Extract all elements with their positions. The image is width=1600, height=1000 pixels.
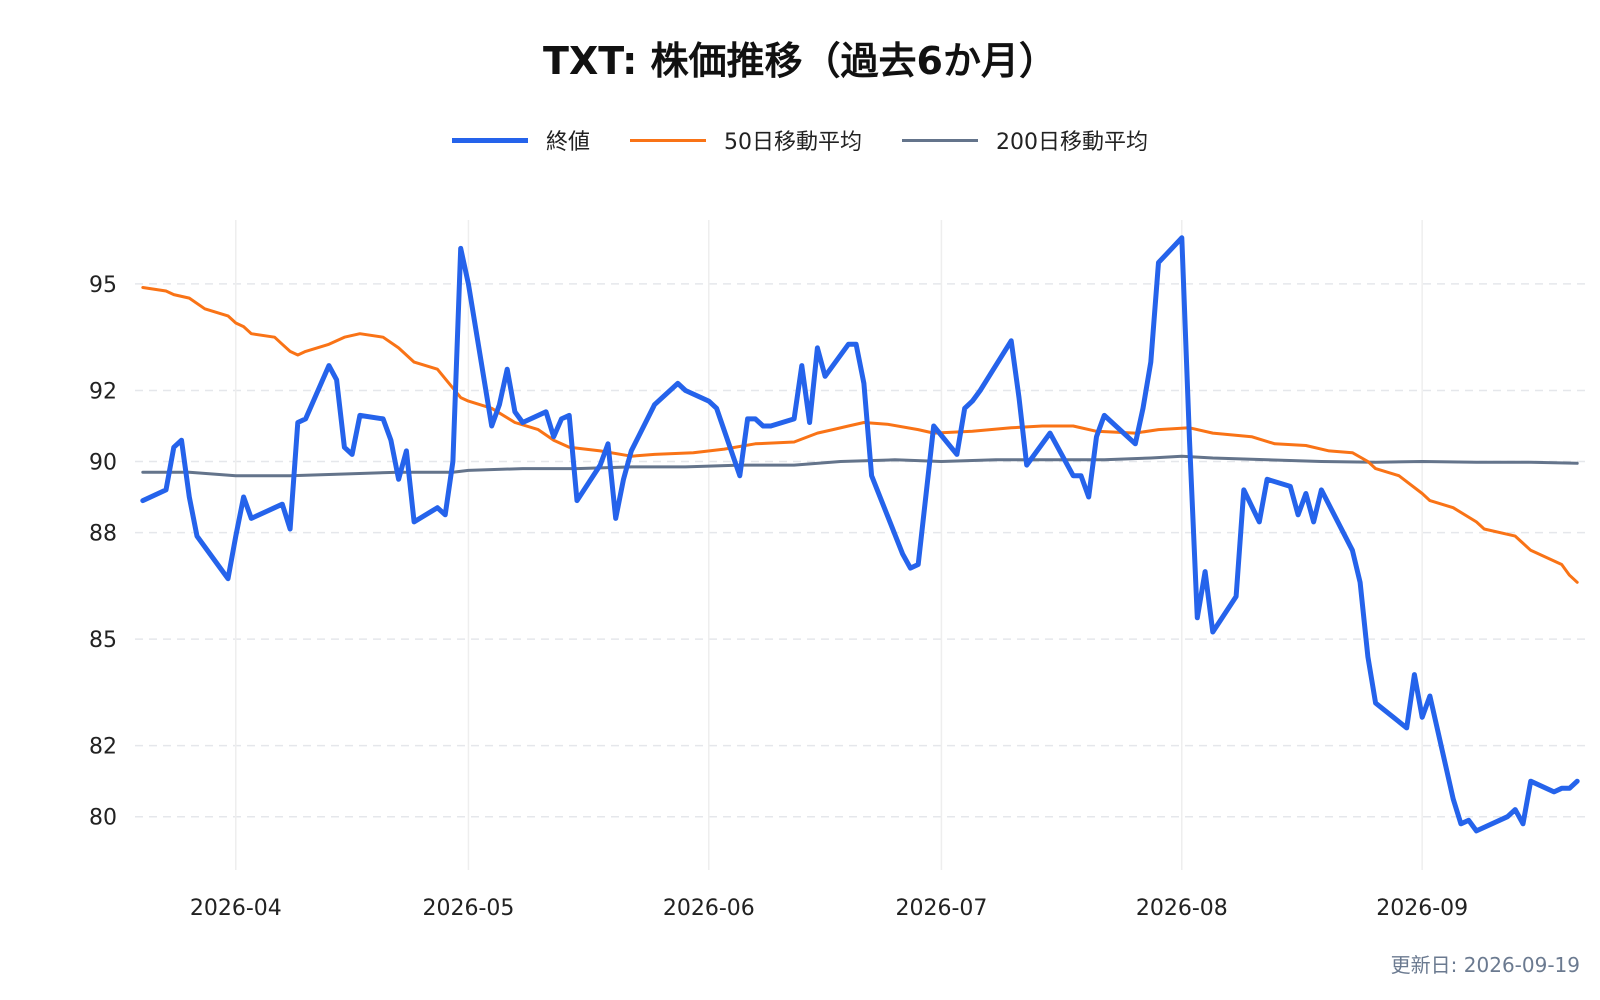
y-tick-label: 92 [89, 379, 117, 404]
series-line-ma50 [141, 286, 1579, 584]
legend-label-ma50: 50日移動平均 [724, 130, 862, 155]
x-tick-label: 2026-05 [422, 896, 514, 921]
y-tick-label: 82 [89, 735, 117, 760]
legend-swatch-close [451, 137, 528, 143]
x-tick-label: 2026-08 [1136, 896, 1228, 921]
y-tick-label: 95 [89, 273, 117, 298]
x-tick-label: 2026-06 [663, 896, 755, 921]
legend-label-close: 終値 [545, 130, 590, 155]
x-tick-label: 2026-09 [1376, 896, 1468, 921]
y-tick-label: 88 [89, 522, 117, 547]
y-tick-label: 80 [89, 806, 117, 831]
series-line-ma200 [141, 454, 1579, 478]
legend-swatch-ma200 [902, 138, 978, 142]
y-tick-label: 90 [89, 451, 117, 476]
legend-item-close[interactable]: 終値 [451, 124, 590, 156]
chart-title: TXT: 株価推移（過去6か月） [543, 39, 1057, 83]
legend-swatch-ma50 [630, 138, 706, 142]
series-line-close [140, 235, 1580, 834]
y-tick-label: 85 [89, 628, 117, 653]
legend-item-ma200[interactable]: 200日移動平均 [902, 124, 1148, 156]
legend: 終値 50日移動平均 200日移動平均 [0, 124, 1600, 156]
updated-date-note: 更新日: 2026-09-19 [1390, 953, 1580, 977]
legend-label-ma200: 200日移動平均 [996, 130, 1148, 155]
legend-item-ma50[interactable]: 50日移動平均 [630, 124, 862, 156]
x-tick-label: 2026-07 [895, 896, 987, 921]
x-tick-label: 2026-04 [190, 896, 282, 921]
